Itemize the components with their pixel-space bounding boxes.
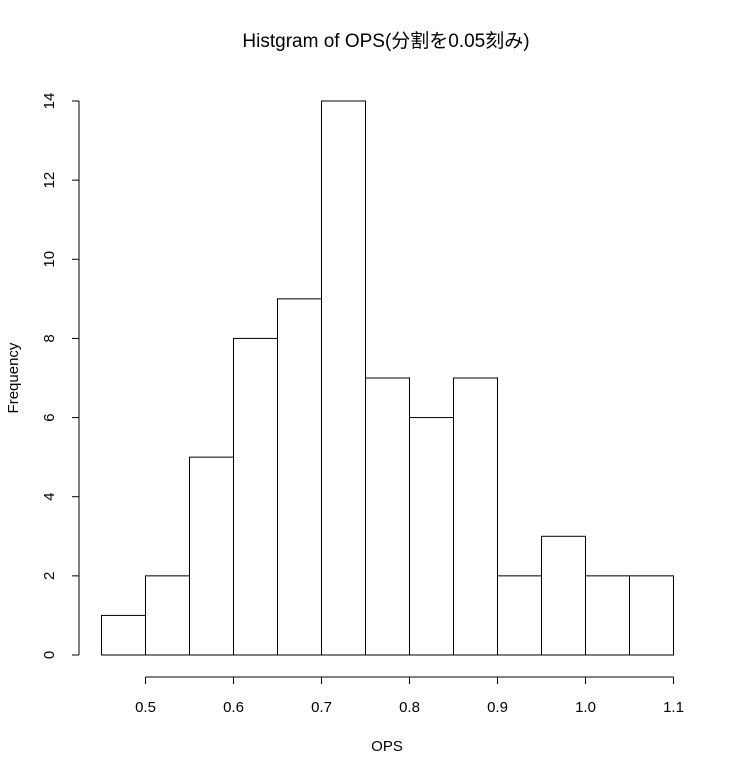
x-tick-label: 1.1: [663, 699, 684, 716]
histogram-bar-3: [233, 337, 278, 656]
y-tick-label: 14: [41, 93, 58, 110]
histogram-bar-0: [101, 614, 146, 656]
y-tick-label: 0: [41, 651, 58, 659]
x-axis: 0.5 0.6 0.7 0.8 0.9 1.0 1.1: [135, 676, 684, 716]
x-tick-label: 1.0: [575, 699, 596, 716]
y-tick-label: 8: [41, 334, 58, 342]
y-tick-label: 10: [41, 251, 58, 268]
x-tick-label: 0.9: [487, 699, 508, 716]
y-axis: 0 2 4 6 8 10 12 14: [41, 93, 80, 659]
histogram-bar-2: [189, 456, 234, 656]
y-tick-label: 4: [41, 493, 58, 501]
x-tick-label: 0.5: [135, 699, 156, 716]
x-tick-label: 0.6: [223, 699, 244, 716]
x-axis-label: OPS: [371, 738, 403, 755]
histogram-bar-8: [453, 377, 498, 656]
bars-group: [101, 100, 674, 656]
histogram-bar-5: [321, 100, 366, 656]
histogram-bar-9: [497, 575, 542, 656]
histogram-bar-7: [409, 417, 454, 656]
y-axis-label: Frequency: [5, 342, 22, 413]
histogram-bar-1: [145, 575, 190, 656]
histogram-bar-12: [629, 575, 674, 656]
y-tick-label: 2: [41, 572, 58, 580]
histogram-bar-6: [365, 377, 410, 656]
histogram-bar-4: [277, 298, 322, 656]
x-tick-label: 0.7: [311, 699, 332, 716]
x-tick-label: 0.8: [399, 699, 420, 716]
chart-title: Histgram of OPS(分割を0.05刻み): [242, 30, 529, 52]
histogram-bar-11: [585, 575, 630, 656]
y-tick-label: 6: [41, 413, 58, 421]
histogram-bar-10: [541, 535, 586, 656]
y-tick-label: 12: [41, 172, 58, 189]
